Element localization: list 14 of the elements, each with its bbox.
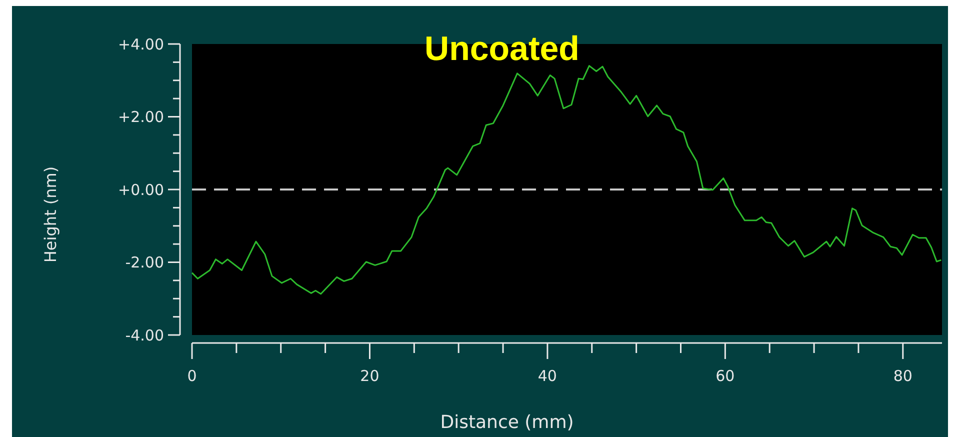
- x-tick-label: 60: [716, 367, 735, 385]
- x-axis-title: Distance (mm): [440, 412, 574, 433]
- x-tick-label: 0: [187, 367, 197, 385]
- chart-title: Uncoated: [424, 30, 580, 68]
- x-tick-label: 80: [893, 367, 912, 385]
- x-tick-label: 40: [538, 367, 557, 385]
- y-tick-label: +2.00: [118, 108, 164, 126]
- y-axis-title: Height (nm): [41, 166, 60, 263]
- y-tick-label: +4.00: [118, 35, 164, 54]
- line-series: [191, 65, 942, 295]
- y-tick-label: -4.00: [125, 326, 164, 344]
- x-tick-label: 20: [360, 367, 380, 385]
- y-tick-label: -2.00: [125, 254, 164, 272]
- y-tick-label: +0.00: [118, 180, 164, 199]
